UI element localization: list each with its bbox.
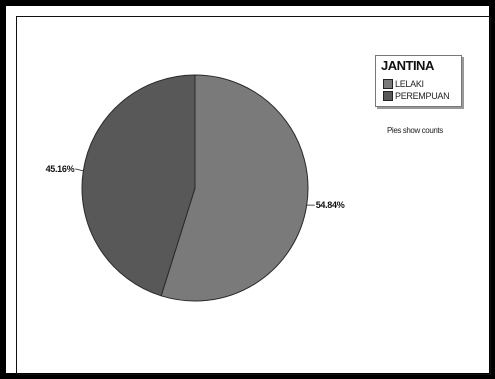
leader-line-perempuan xyxy=(75,168,84,172)
legend-item-lelaki: LELAKI xyxy=(383,78,424,89)
legend-title: JANTINA xyxy=(381,58,434,73)
pie-slice-lelaki xyxy=(160,74,309,302)
legend-swatch-perempuan xyxy=(383,90,393,101)
chart-footnote: Pies show counts xyxy=(387,126,443,135)
legend-swatch-lelaki xyxy=(383,78,393,89)
legend-item-perempuan: PEREMPUAN xyxy=(383,90,450,101)
legend-label-perempuan: PEREMPUAN xyxy=(395,90,450,101)
pie-slice-perempuan xyxy=(81,74,196,297)
pie-label-lelaki: 54.84% xyxy=(316,200,345,210)
chart-area xyxy=(16,16,491,375)
legend: JANTINA LELAKI PEREMPUAN xyxy=(375,55,462,107)
pie-label-perempuan: 45.16% xyxy=(46,164,75,174)
legend-label-lelaki: LELAKI xyxy=(395,78,424,89)
pie-slices xyxy=(81,74,309,302)
pie-labels: 54.84% 45.16% xyxy=(46,164,345,210)
